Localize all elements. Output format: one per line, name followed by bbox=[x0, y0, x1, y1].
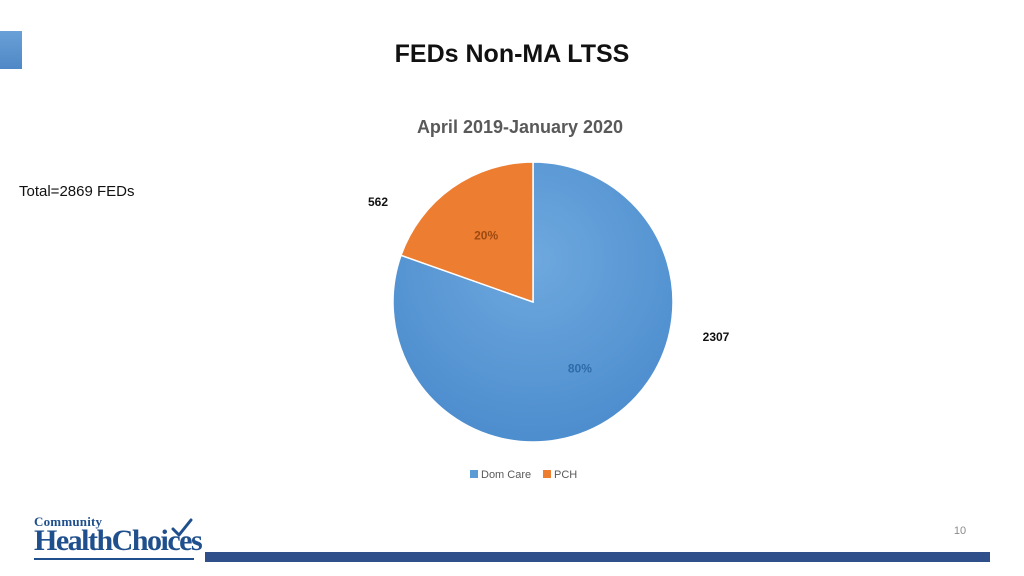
legend-label: Dom Care bbox=[481, 469, 531, 481]
pie-percent-label: 80% bbox=[568, 361, 592, 375]
logo-top-text: Community bbox=[34, 514, 103, 529]
chart-title: April 2019-January 2020 bbox=[417, 117, 623, 137]
legend-swatch bbox=[543, 470, 551, 478]
page-number: 10 bbox=[953, 525, 967, 537]
community-healthchoices-logo: Community HealthChoices bbox=[34, 514, 203, 562]
checkmark-icon bbox=[171, 518, 193, 537]
pie-value-label: 2307 bbox=[703, 330, 730, 344]
pie-percent-label: 20% bbox=[474, 229, 498, 243]
chart-legend: Dom Care PCH bbox=[470, 469, 577, 481]
pie-slice-dom-care bbox=[392, 161, 674, 443]
pie-labels: 80% 2307 20% 562 bbox=[368, 195, 730, 375]
logo-underline bbox=[34, 558, 194, 560]
slide-title: FEDs Non-MA LTSS bbox=[394, 40, 630, 68]
legend-swatch bbox=[470, 470, 478, 478]
footer-bar bbox=[205, 552, 990, 562]
pie-value-label: 562 bbox=[368, 195, 388, 209]
pie-slice-pch bbox=[400, 161, 534, 304]
pie-slices bbox=[392, 161, 674, 443]
total-feds-note: Total=2869 FEDs bbox=[19, 183, 135, 200]
legend-label: PCH bbox=[554, 469, 577, 481]
title-accent-block bbox=[0, 31, 22, 69]
